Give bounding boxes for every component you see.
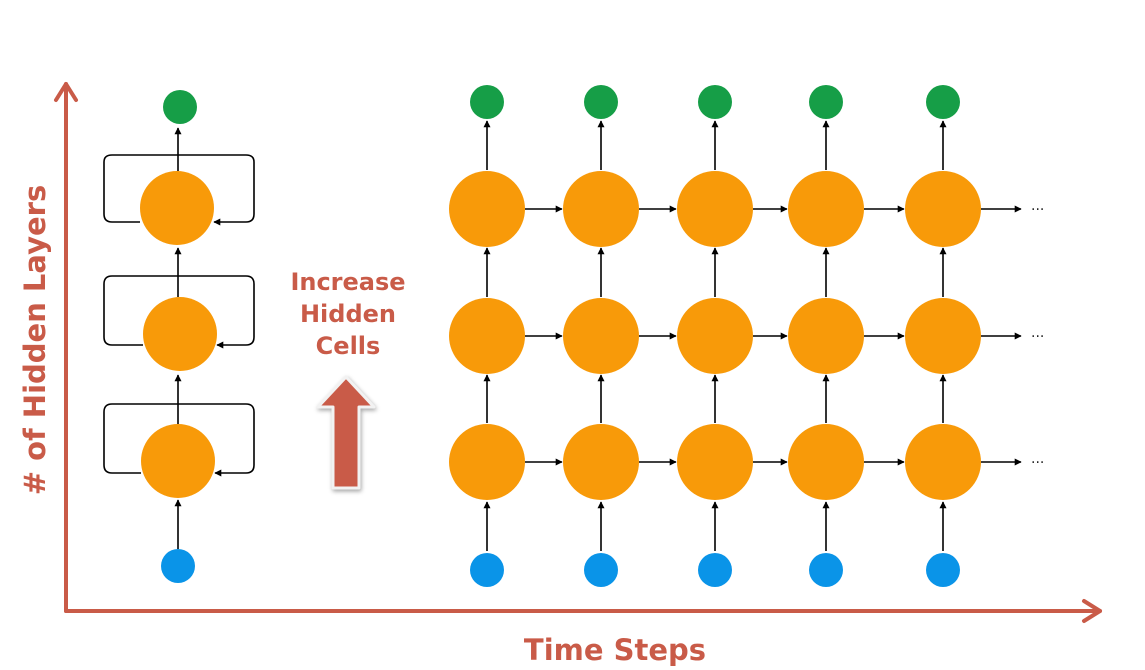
folded-output-node <box>163 90 197 124</box>
x-axis-arrowhead <box>1082 599 1102 623</box>
up-arrow-icon <box>316 375 376 490</box>
x-axis-label: Time Steps <box>524 633 706 667</box>
hidden-node-t5-l1 <box>905 424 981 500</box>
y-axis-arrowhead <box>54 82 78 102</box>
callout-line-3: Cells <box>316 332 381 360</box>
hidden-node-t2-l1 <box>563 424 639 500</box>
input-node-t1 <box>470 553 504 587</box>
hidden-node-t4-l2 <box>788 298 864 374</box>
hidden-node-t5-l2 <box>905 298 981 374</box>
hidden-node-t1-l1 <box>449 424 525 500</box>
hidden-node-t1-l3 <box>449 171 525 247</box>
continuation-dots-l3: ... <box>1031 198 1044 214</box>
continuation-markers: ......... <box>1031 198 1044 467</box>
y-axis-label: # of Hidden Layers <box>18 185 52 495</box>
folded-input-node <box>161 549 195 583</box>
output-node-t5 <box>926 85 960 119</box>
output-node-t2 <box>584 85 618 119</box>
hidden-node-t3-l2 <box>677 298 753 374</box>
recurrent-loop-bottom <box>103 403 255 477</box>
hidden-node-t4-l1 <box>788 424 864 500</box>
folded-hidden-node-layer3 <box>140 171 214 245</box>
folded-hidden-node-layer1 <box>141 424 215 498</box>
callout-line-1: Increase <box>290 268 405 296</box>
input-node-t2 <box>584 553 618 587</box>
hidden-node-t1-l2 <box>449 298 525 374</box>
input-node-t4 <box>809 553 843 587</box>
recurrent-loop-middle <box>103 275 255 349</box>
input-node-t3 <box>698 553 732 587</box>
recurrent-loop-top <box>103 154 255 226</box>
hidden-node-t4-l3 <box>788 171 864 247</box>
unrolled-grid-arrows <box>483 120 1022 551</box>
hidden-node-t2-l3 <box>563 171 639 247</box>
hidden-node-t3-l1 <box>677 424 753 500</box>
input-node-t5 <box>926 553 960 587</box>
increase-hidden-cells-callout: Increase Hidden Cells <box>290 268 406 490</box>
output-node-t4 <box>809 85 843 119</box>
hidden-node-t2-l2 <box>563 298 639 374</box>
output-node-t3 <box>698 85 732 119</box>
hidden-node-t3-l3 <box>677 171 753 247</box>
hidden-node-t5-l3 <box>905 171 981 247</box>
folded-rnn <box>103 90 255 583</box>
continuation-dots-l2: ... <box>1031 325 1044 341</box>
axes <box>54 82 1102 623</box>
continuation-dots-l1: ... <box>1031 451 1044 467</box>
folded-hidden-node-layer2 <box>143 297 217 371</box>
output-node-t1 <box>470 85 504 119</box>
unrolled-grid-nodes <box>449 85 981 587</box>
callout-line-2: Hidden <box>300 300 396 328</box>
